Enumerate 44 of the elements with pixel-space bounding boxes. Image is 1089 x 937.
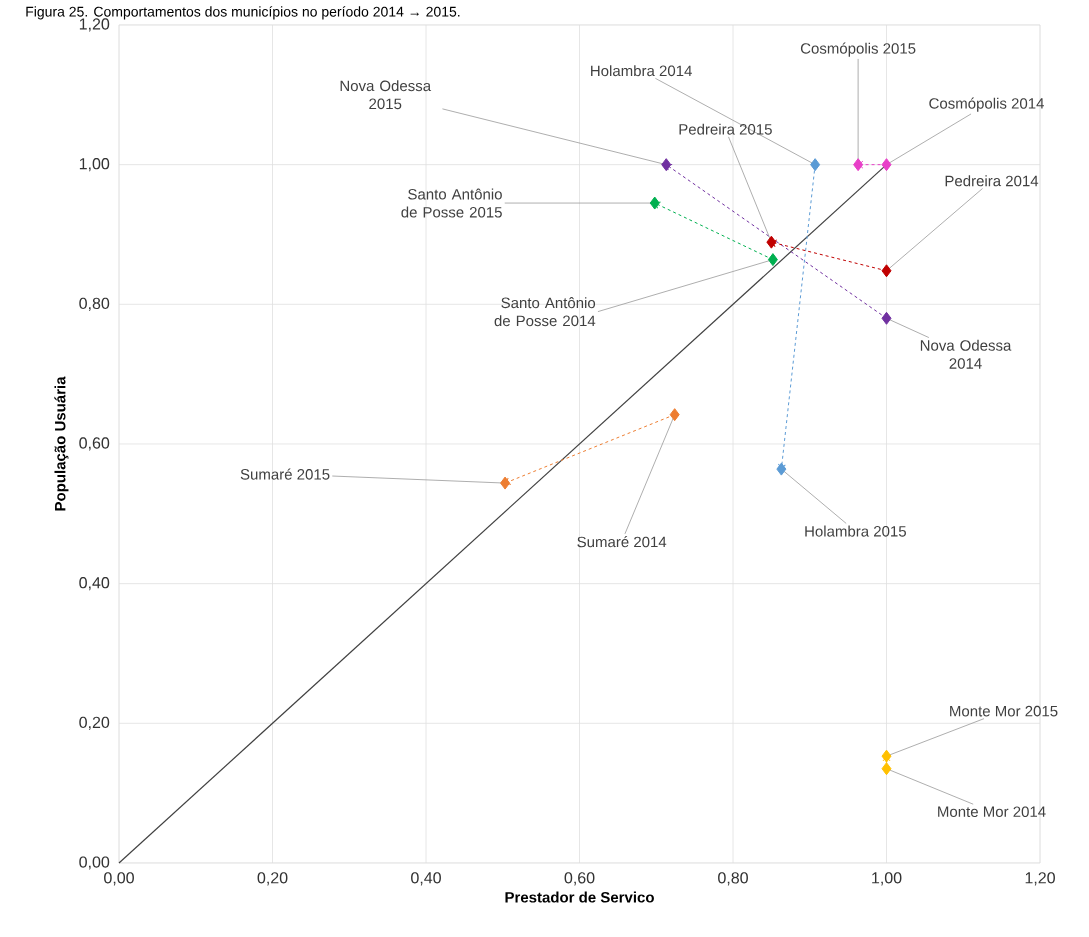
y-tick-label: 0,40 — [79, 577, 110, 591]
annotation: Nova Odessa 2014 — [920, 339, 1012, 369]
point — [766, 235, 777, 249]
annotation: Monte Mor 2014 — [938, 806, 1046, 818]
point — [853, 158, 864, 172]
annotation: Sumaré 2015 — [240, 468, 330, 480]
point — [881, 749, 892, 763]
point — [810, 158, 821, 172]
point — [669, 408, 680, 422]
x-tick-label: 0,00 — [104, 872, 134, 886]
annotation: Holambra 2014 — [591, 65, 692, 77]
y-tick-label: 0,60 — [79, 437, 110, 451]
x-tick-label: 0,60 — [564, 872, 595, 886]
point — [649, 196, 660, 210]
annotation: Santo Antônio de Posse 2015 — [401, 188, 502, 218]
annotation: Pedreira 2014 — [945, 175, 1039, 187]
y-axis-title: População Usuária — [54, 376, 69, 511]
x-tick-label: 0,40 — [411, 872, 441, 886]
point — [767, 253, 778, 267]
y-tick-label: 0,80 — [79, 297, 110, 311]
annotation: Santo Antônio de Posse 2014 — [494, 297, 596, 327]
annotation: Nova Odessa 2015 — [340, 80, 432, 110]
annotation: Cosmópolis 2015 — [800, 42, 916, 57]
point — [661, 158, 672, 172]
annotation: Sumaré 2014 — [577, 536, 667, 548]
x-tick-label: 0,20 — [257, 872, 288, 886]
point — [881, 264, 892, 278]
annotation: Cosmópolis 2014 — [929, 97, 1044, 112]
y-tick-label: 0,20 — [79, 716, 110, 730]
x-tick-label: 1,00 — [872, 872, 902, 886]
annotation: Holambra 2015 — [805, 525, 906, 537]
annotation: Pedreira 2015 — [679, 123, 772, 135]
y-tick-label: 0,00 — [79, 856, 110, 870]
x-tick-label: 1,20 — [1025, 872, 1055, 886]
point — [881, 762, 892, 776]
x-tick-label: 0,80 — [718, 872, 748, 886]
x-axis-title: Prestador de Servico — [505, 891, 654, 903]
y-tick-label: 1,20 — [79, 18, 110, 32]
annotation: Monte Mor 2015 — [950, 705, 1058, 717]
point — [500, 476, 511, 490]
point — [881, 158, 892, 172]
point — [776, 462, 787, 476]
y-tick-label: 1,00 — [79, 158, 110, 172]
point — [881, 311, 892, 325]
